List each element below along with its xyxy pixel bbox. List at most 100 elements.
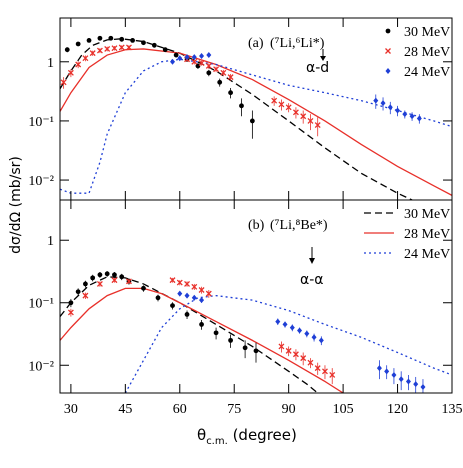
legend-marker: [385, 48, 391, 54]
x-tick-label: 75: [227, 402, 241, 417]
plot-area: [60, 35, 452, 200]
data-point: [118, 44, 125, 51]
data-point: [380, 100, 386, 107]
channel-label: α-d: [306, 60, 329, 76]
fit-curve: [60, 48, 452, 196]
x-axis-label-unit: (degree): [228, 426, 297, 444]
data-point: [198, 287, 205, 293]
data-point: [82, 292, 89, 299]
data-point: [206, 52, 212, 59]
data-point: [292, 351, 299, 358]
data-point: [191, 294, 197, 301]
fit-curve: [60, 38, 413, 200]
data-point: [318, 337, 324, 344]
y-tick-label: 10⁻¹: [28, 297, 54, 312]
data-point: [405, 378, 411, 385]
arrow-head: [320, 56, 326, 61]
data-point: [213, 66, 220, 73]
legend-label: 28 MeV: [404, 227, 450, 242]
data-point: [130, 37, 135, 43]
data-point: [104, 45, 111, 52]
y-tick-label: 10⁻²: [28, 359, 54, 374]
data-point: [184, 312, 190, 317]
data-point: [297, 327, 303, 334]
data-point: [83, 281, 88, 287]
data-point: [278, 343, 285, 350]
data-point: [96, 280, 103, 287]
x-tick-label: 45: [118, 402, 132, 417]
data-point: [184, 280, 190, 287]
data-point: [68, 300, 74, 306]
data-point: [173, 52, 179, 58]
panel-label: (a): [248, 36, 264, 51]
data-point: [289, 324, 295, 331]
data-point: [177, 290, 183, 297]
data-point: [177, 55, 183, 62]
data-point: [104, 271, 110, 277]
legend-label: 24 MeV: [404, 65, 450, 80]
data-point: [300, 113, 307, 120]
fit-curve: [60, 276, 319, 393]
y-tick-label: 10⁻¹: [28, 115, 54, 130]
data-point: [191, 58, 198, 65]
data-point: [311, 334, 317, 341]
data-point: [191, 283, 198, 290]
data-point: [75, 289, 81, 295]
data-point: [205, 290, 212, 297]
data-point: [162, 47, 168, 53]
data-point: [239, 103, 244, 109]
data-point: [119, 274, 125, 280]
data-point: [151, 42, 157, 48]
x-tick-label: 105: [333, 402, 354, 417]
data-point: [170, 58, 176, 65]
data-point: [398, 376, 404, 383]
x-axis-label-subscript: c.m.: [206, 436, 228, 447]
data-point: [228, 90, 233, 96]
data-point: [395, 107, 401, 114]
data-point: [97, 35, 103, 41]
reaction-label: (⁷Li,⁸Be*): [270, 218, 328, 233]
data-point: [249, 118, 255, 124]
y-tick-label: 1: [47, 234, 54, 249]
data-point: [376, 365, 382, 372]
data-point: [292, 109, 299, 116]
fit-curve: [60, 58, 452, 194]
data-point: [322, 368, 328, 375]
data-point: [96, 47, 103, 54]
data-point: [67, 309, 74, 316]
data-point: [108, 35, 114, 41]
data-point: [90, 275, 96, 281]
data-point: [329, 371, 336, 378]
data-point: [75, 61, 82, 68]
data-point: [86, 37, 92, 43]
data-point: [89, 50, 96, 57]
data-point: [60, 79, 67, 86]
x-tick-label: 120: [387, 402, 408, 417]
data-point: [420, 383, 426, 390]
fit-curve: [60, 287, 344, 393]
legend-label: 24 MeV: [404, 247, 450, 262]
data-point: [184, 292, 190, 299]
data-point: [373, 97, 379, 104]
x-tick-label: 30: [64, 402, 78, 417]
data-point: [271, 97, 278, 104]
data-point: [285, 347, 292, 354]
plot-area: [60, 271, 452, 393]
data-point: [141, 40, 146, 46]
data-point: [75, 41, 81, 47]
data-point: [384, 368, 390, 375]
data-point: [300, 355, 307, 362]
data-point: [191, 54, 197, 61]
data-point: [314, 122, 321, 129]
data-point: [304, 330, 310, 337]
data-point: [199, 322, 204, 327]
data-point: [199, 297, 205, 304]
y-tick-label: 10⁻²: [28, 174, 54, 189]
data-point: [126, 44, 132, 51]
data-point: [198, 60, 205, 67]
data-point: [64, 47, 70, 53]
panel-label: (b): [248, 218, 265, 233]
data-point: [112, 272, 117, 278]
data-point: [119, 36, 125, 42]
